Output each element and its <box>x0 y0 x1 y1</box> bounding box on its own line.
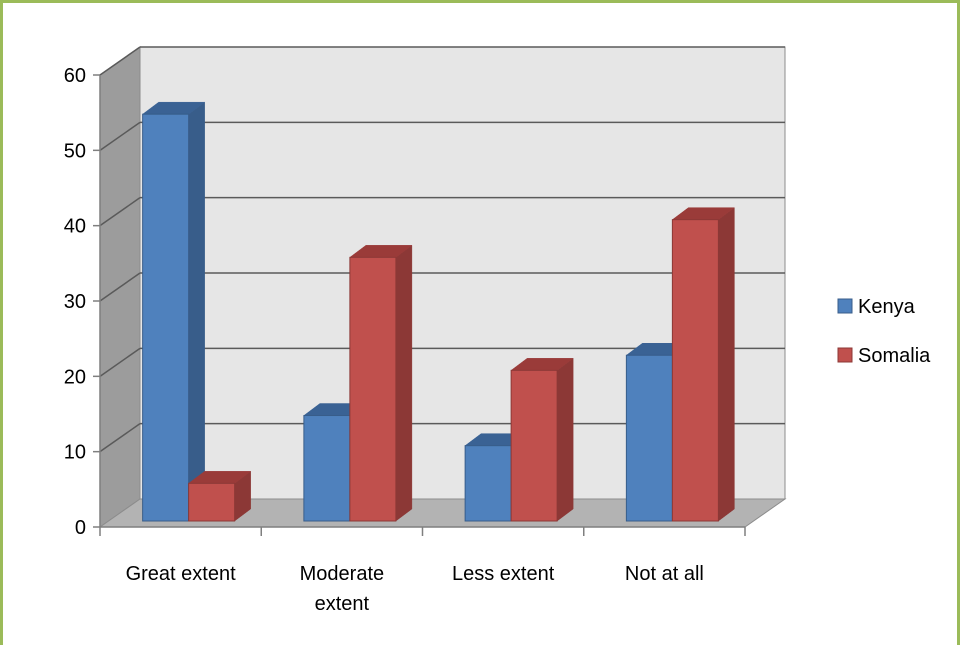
gridline-side <box>99 272 141 302</box>
x-tick-label: Not at all <box>625 563 704 585</box>
bar-side <box>395 244 413 522</box>
y-tick-label: 20 <box>64 366 86 388</box>
bar-front <box>142 113 190 522</box>
bar-side <box>556 357 574 522</box>
bar-side <box>188 101 205 522</box>
gridline-side <box>99 121 141 151</box>
gridline-side <box>99 46 141 76</box>
bar-front <box>464 445 512 522</box>
x-tick-label-line: Not at all <box>625 563 704 585</box>
bar <box>187 470 252 522</box>
bar-front <box>625 354 673 522</box>
legend-swatch <box>837 298 853 314</box>
legend-label: Somalia <box>858 345 931 367</box>
bar <box>141 101 206 522</box>
bar-front <box>671 219 719 522</box>
x-tick-label: Less extent <box>452 563 555 585</box>
y-tick-label: 60 <box>64 65 86 87</box>
y-tick-label: 30 <box>64 291 86 313</box>
bar-side <box>718 207 735 522</box>
gridline-side <box>99 423 141 453</box>
x-tick-label-line: Less extent <box>452 563 555 585</box>
x-tick-label-line: extent <box>315 593 370 615</box>
gridline-side <box>99 197 141 227</box>
legend-swatch <box>837 347 853 363</box>
gridline-side <box>99 347 141 377</box>
bar-front <box>349 256 397 522</box>
x-tick-label: Moderate extent <box>300 563 385 615</box>
y-tick-label: 10 <box>64 442 86 464</box>
bar-front <box>510 369 558 522</box>
y-tick-label: 40 <box>64 216 86 238</box>
x-tick-label-line: Moderate <box>300 563 385 585</box>
y-tick-label: 50 <box>64 140 86 162</box>
legend-label: Kenya <box>858 296 916 318</box>
x-tick-label-line: Great extent <box>126 563 237 585</box>
x-tick-label: Great extent <box>126 563 237 585</box>
bar <box>510 357 574 522</box>
y-tick-label: 0 <box>75 517 86 539</box>
bar-front <box>303 415 351 522</box>
bar-front <box>188 482 236 522</box>
bar <box>349 244 413 522</box>
bar <box>671 207 736 522</box>
